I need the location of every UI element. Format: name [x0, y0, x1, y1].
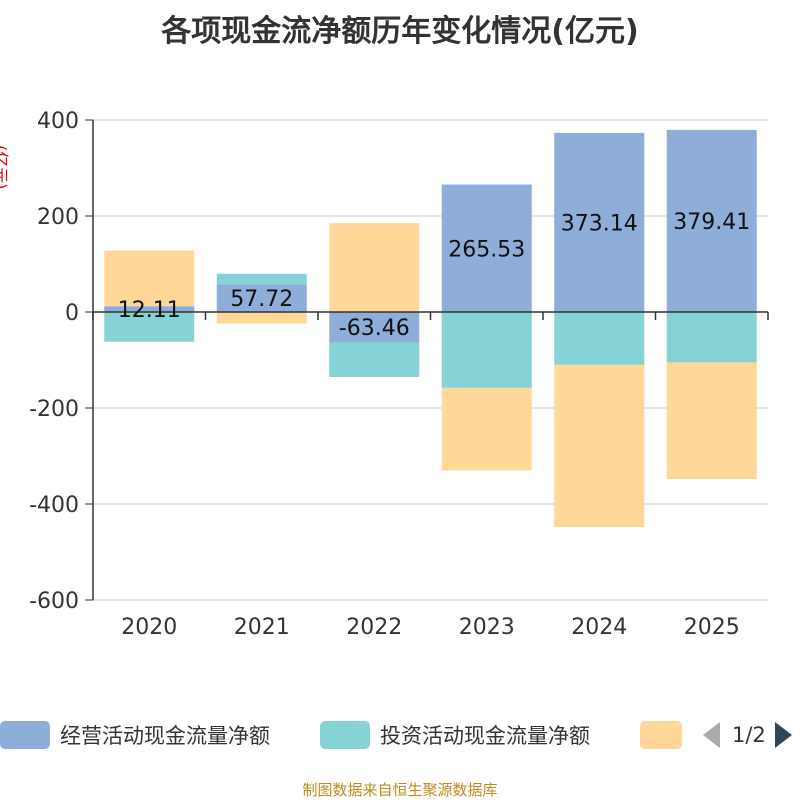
x-tick-label: 2024 [571, 615, 627, 640]
x-tick-label: 2023 [459, 615, 515, 640]
data-label: -63.46 [339, 316, 410, 341]
chart-plot: -600 -400 -200 0 200 400 2020 2021 2022 2023 2024 2… [29, 109, 769, 640]
x-tick-label: 2020 [121, 615, 177, 640]
y-tick-label: -200 [29, 397, 79, 422]
legend-swatch-investing [320, 721, 370, 749]
data-label: 379.41 [673, 210, 750, 235]
y-tick-label: 200 [37, 205, 79, 230]
x-tick-label: 2025 [684, 615, 740, 640]
bar-operating-2022 [329, 312, 420, 343]
legend-prev-page-icon[interactable] [703, 722, 720, 748]
y-tick-label: -600 [29, 589, 79, 614]
y-axis-unit-label: (亿元) [0, 145, 10, 190]
legend: 经营活动现金流量净额 投资活动现金流量净额 [0, 715, 800, 755]
x-tick-label: 2022 [346, 615, 402, 640]
data-label: 373.14 [561, 211, 638, 236]
data-label: 12.11 [118, 298, 181, 323]
legend-item-financing[interactable] [640, 715, 692, 755]
bar-operating-2024 [554, 132, 645, 312]
data-label: 265.53 [448, 237, 525, 262]
bar-financing-2020 [104, 250, 195, 307]
y-tick-label: -400 [29, 493, 79, 518]
legend-item-investing[interactable]: 投资活动现金流量净额 [320, 715, 590, 755]
bar-financing-2023 [441, 387, 532, 471]
y-tick-label: 0 [65, 301, 79, 326]
bar-investing-2020 [104, 312, 195, 342]
bar-operating-2023 [441, 184, 532, 312]
legend-swatch-operating [0, 721, 50, 749]
legend-item-operating[interactable]: 经营活动现金流量净额 [0, 715, 270, 755]
bar-investing-2024 [554, 312, 645, 365]
bar-operating-2021 [216, 284, 307, 312]
data-source-note: 制图数据来自恒生聚源数据库 [302, 781, 498, 799]
legend-page-indicator: 1/2 [732, 723, 766, 747]
legend-next-page-icon[interactable] [774, 722, 792, 748]
bar-financing-2024 [554, 364, 645, 528]
data-label: 57.72 [230, 287, 293, 312]
legend-label-operating: 经营活动现金流量净额 [60, 724, 270, 748]
bar-operating-2025 [666, 129, 757, 312]
bar-investing-2021 [216, 273, 307, 285]
bar-financing-2022 [329, 223, 420, 312]
bar-operating-2020 [104, 306, 195, 312]
x-tick-label: 2021 [234, 615, 290, 640]
legend-swatch-financing [640, 721, 682, 749]
bar-financing-2025 [666, 362, 757, 480]
bar-investing-2025 [666, 312, 757, 363]
legend-label-investing: 投资活动现金流量净额 [380, 724, 590, 748]
bar-investing-2023 [441, 312, 532, 388]
bar-financing-2021 [216, 312, 307, 324]
bar-investing-2022 [329, 342, 420, 378]
chart-title: 各项现金流净额历年变化情况(亿元) [161, 14, 639, 49]
y-tick-label: 400 [37, 109, 79, 134]
legend-pager: 1/2 [700, 715, 800, 755]
